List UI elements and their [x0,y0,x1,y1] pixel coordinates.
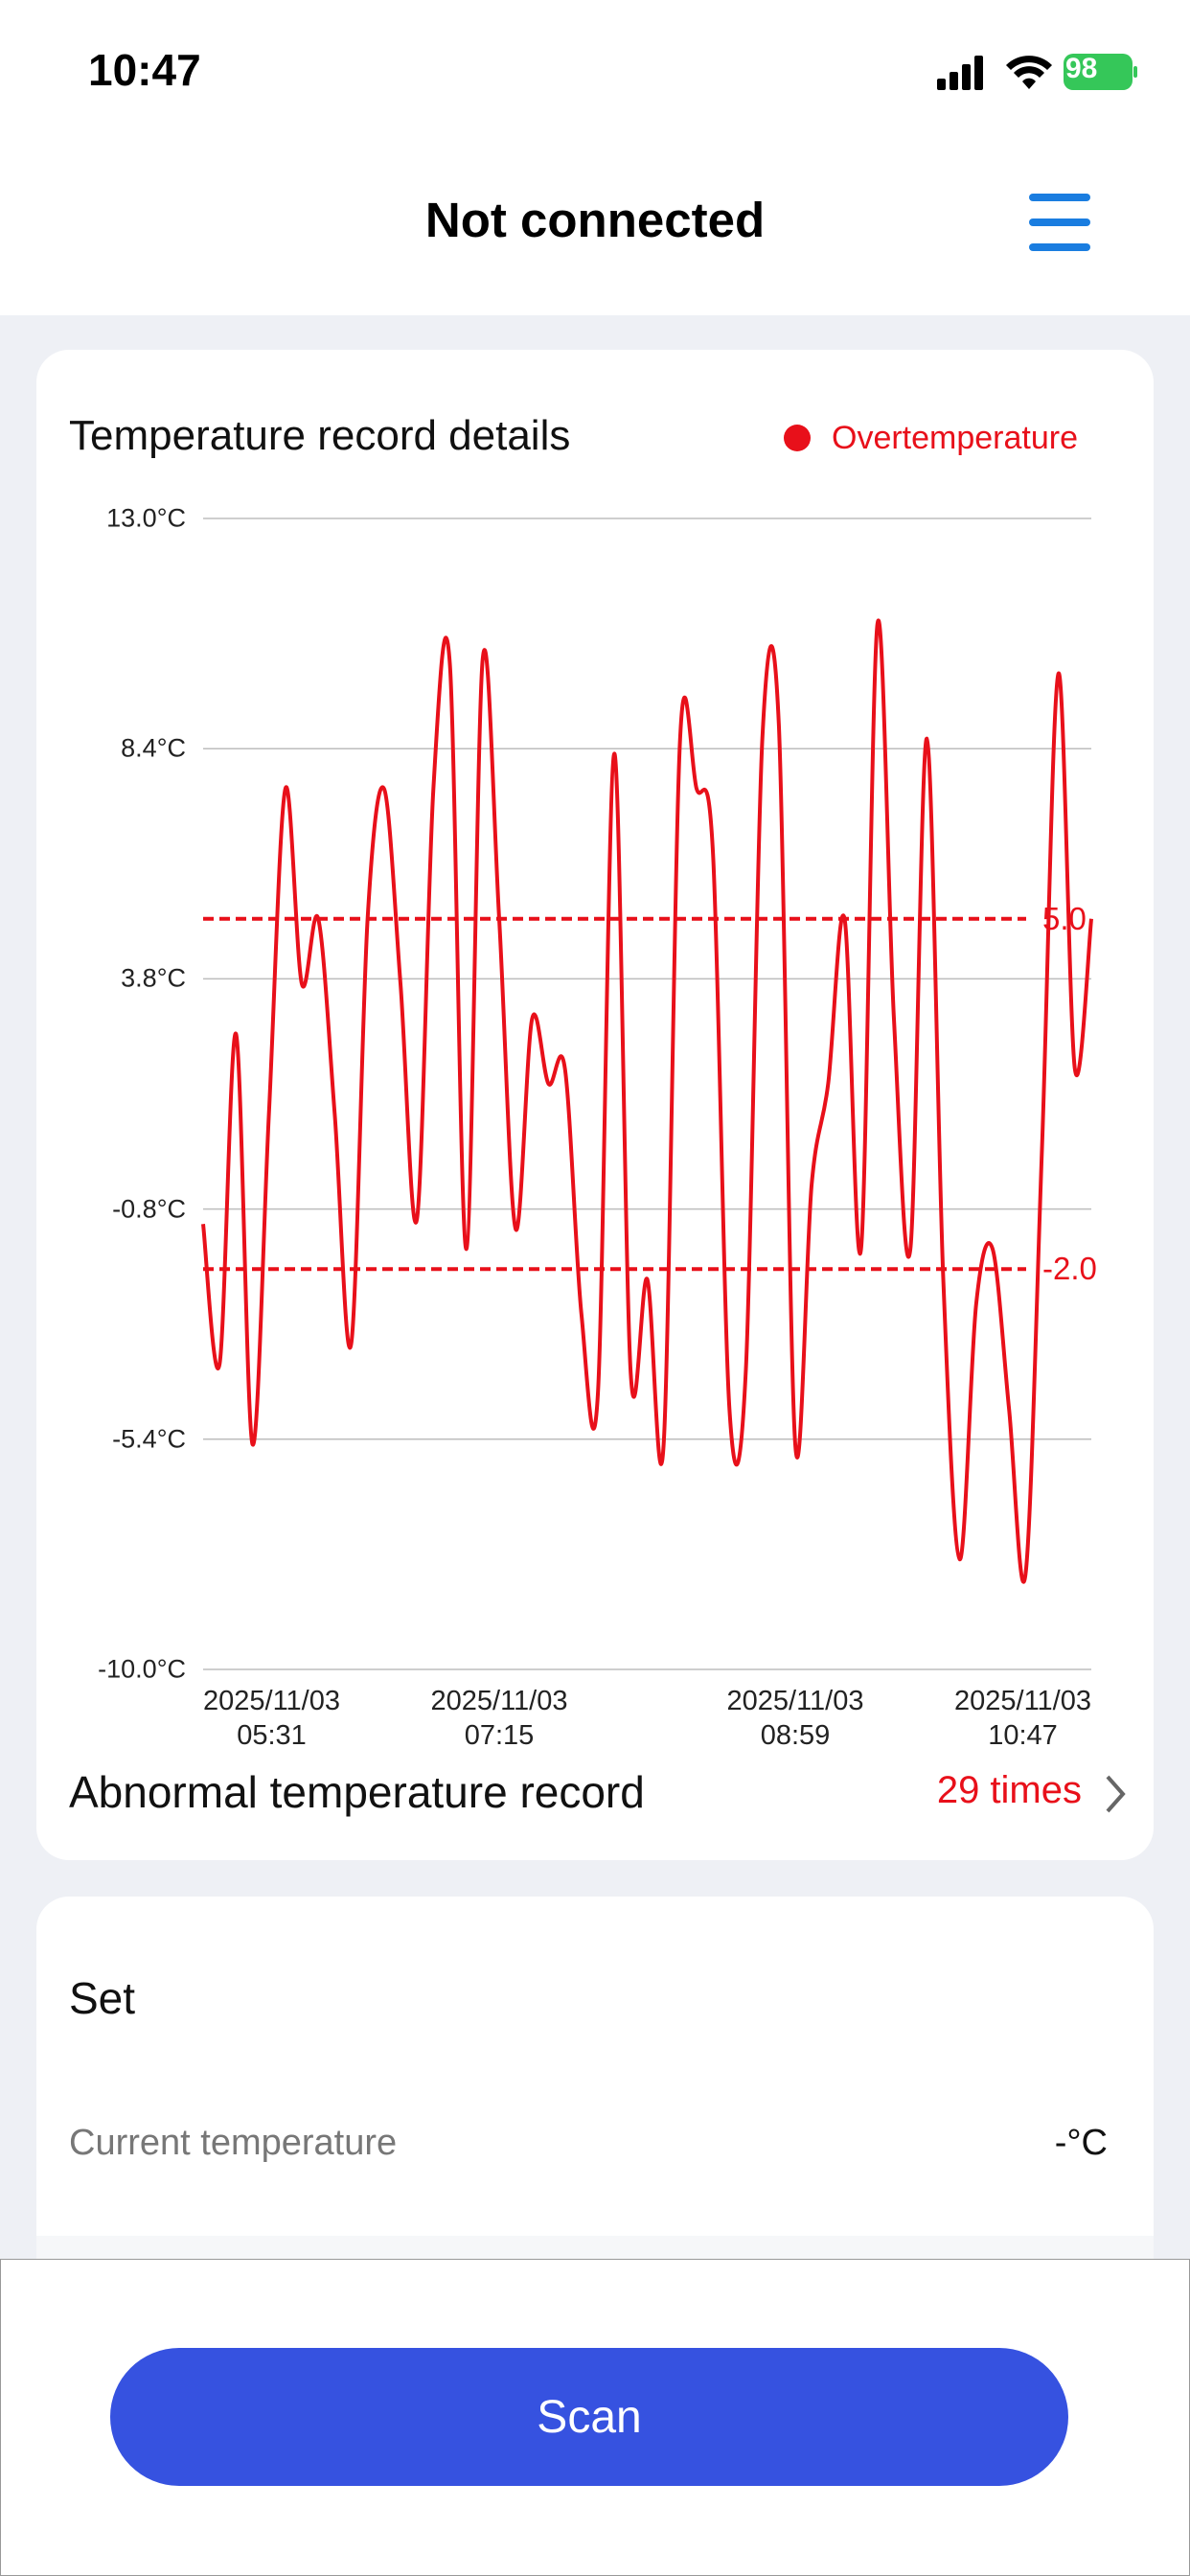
row-value: -°C [1054,2123,1108,2163]
x-tick-label: 2025/11/03 07:15 [430,1686,568,1751]
data-line [201,618,1093,1584]
status-time: 10:47 [88,45,201,95]
y-tick-label: -10.0°C [98,1654,186,1684]
y-tick-label: -0.8°C [112,1194,186,1224]
x-tick-label: 2025/11/03 10:47 [954,1686,1091,1751]
y-tick-label: -5.4°C [112,1424,186,1454]
chart-title: Temperature record details [69,412,571,459]
settings-title: Set [69,1973,136,2023]
x-tick-label: 2025/11/03 05:31 [203,1686,340,1751]
battery-level: 98 [1065,53,1098,84]
page-title: Not connected [424,193,766,247]
header [0,0,1190,315]
threshold-label: -2.0 [1042,1251,1097,1287]
chevron[interactable] [1102,1773,1131,1815]
legend-label: Overtemperature [832,420,1078,456]
y-tick-label: 3.8°C [121,963,186,993]
abnormal-count[interactable]: 29 times [936,1769,1082,1811]
y-tick-label: 8.4°C [121,733,186,763]
chart-card [36,350,1154,1860]
menu-button[interactable] [1027,192,1094,253]
row-label: Current temperature [69,2123,398,2163]
x-tick-label: 2025/11/03 08:59 [726,1686,864,1751]
scan-button[interactable]: Scan [110,2348,1068,2486]
legend-marker [784,425,811,451]
abnormal-label[interactable]: Abnormal temperature record [69,1767,645,1817]
y-tick-label: 13.0°C [106,503,186,533]
status-icons [937,54,1137,90]
